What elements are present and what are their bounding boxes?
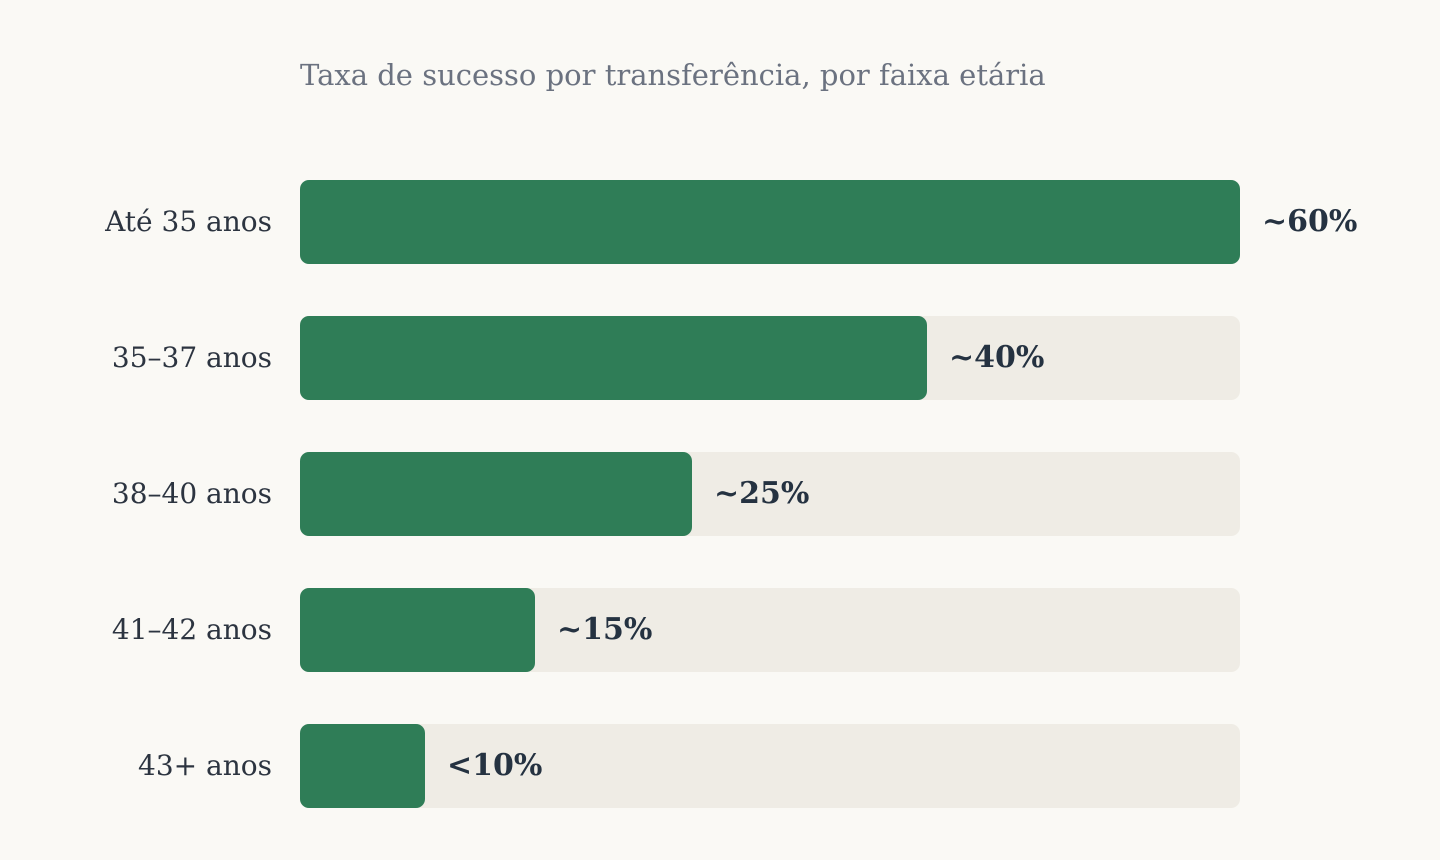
value-label: ~15%: [557, 612, 653, 647]
bar-track: [300, 724, 1240, 808]
bar-track: [300, 452, 1240, 536]
bar-track: [300, 588, 1240, 672]
category-label: 38–40 anos: [111, 477, 272, 510]
bar-track: [300, 316, 1240, 400]
value-label: <10%: [447, 748, 543, 783]
bar-row: 41–42 anos ~15%: [0, 588, 1440, 672]
bar-row: 35–37 anos ~40%: [0, 316, 1440, 400]
value-label: ~25%: [714, 476, 810, 511]
bar: [300, 588, 535, 672]
bar: [300, 316, 927, 400]
category-label: 41–42 anos: [111, 613, 272, 646]
bar: [300, 724, 425, 808]
bar: [300, 452, 692, 536]
bar-row: 38–40 anos ~25%: [0, 452, 1440, 536]
bar-row: 43+ anos <10%: [0, 724, 1440, 808]
category-label: Até 35 anos: [105, 205, 272, 238]
value-label: ~60%: [1262, 204, 1358, 239]
value-label: ~40%: [949, 340, 1045, 375]
bar-track: [300, 180, 1240, 264]
chart-title: Taxa de sucesso por transferência, por f…: [300, 58, 1046, 92]
bar: [300, 180, 1240, 264]
bar-row: Até 35 anos ~60%: [0, 180, 1440, 264]
category-label: 43+ anos: [138, 749, 272, 782]
category-label: 35–37 anos: [111, 341, 272, 374]
